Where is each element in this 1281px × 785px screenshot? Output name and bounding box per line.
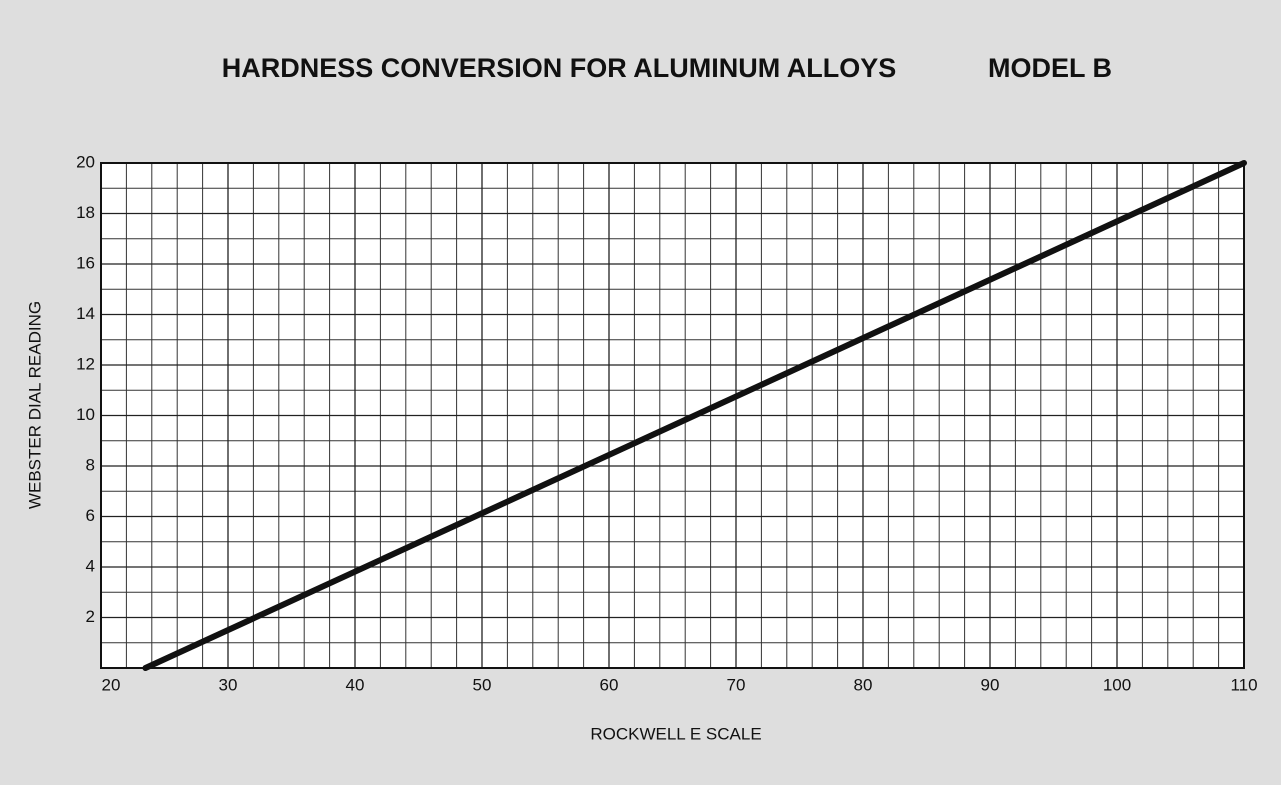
y-axis-label: WEBSTER DIAL READING xyxy=(25,301,44,509)
y-tick-label: 14 xyxy=(76,304,95,323)
x-axis-label: ROCKWELL E SCALE xyxy=(590,724,761,743)
chart-title: HARDNESS CONVERSION FOR ALUMINUM ALLOYS xyxy=(222,53,897,83)
x-tick-label: 100 xyxy=(1103,675,1131,694)
y-tick-label: 8 xyxy=(86,455,95,474)
x-tick-label: 30 xyxy=(219,675,238,694)
y-tick-label: 12 xyxy=(76,354,95,373)
y-tick-label: 18 xyxy=(76,203,95,222)
x-tick-label: 40 xyxy=(346,675,365,694)
y-tick-label: 20 xyxy=(76,152,95,171)
x-tick-label: 20 xyxy=(102,675,121,694)
x-tick-label: 110 xyxy=(1230,675,1257,694)
x-tick-label: 90 xyxy=(981,675,1000,694)
y-tick-label: 6 xyxy=(86,506,95,525)
chart-subtitle: MODEL B xyxy=(988,53,1112,83)
y-tick-label: 16 xyxy=(76,253,95,272)
y-tick-label: 4 xyxy=(86,556,95,575)
x-tick-label: 80 xyxy=(854,675,873,694)
line xyxy=(142,160,1247,671)
x-tick-label: 60 xyxy=(600,675,619,694)
x-tick-label: 50 xyxy=(473,675,492,694)
y-tick-label: 2 xyxy=(86,607,95,626)
plot-frame xyxy=(100,162,1245,669)
x-tick-label: 70 xyxy=(727,675,746,694)
y-tick-label: 10 xyxy=(76,405,95,424)
